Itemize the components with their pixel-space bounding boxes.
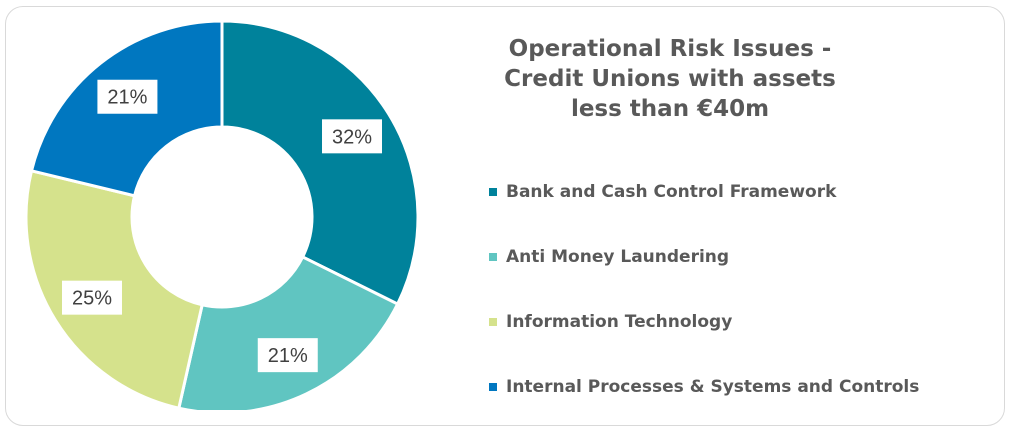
chart-title-line-1: Operational Risk Issues -: [508, 36, 832, 62]
chart-legend: Bank and Cash Control Framework Anti Mon…: [489, 176, 919, 403]
data-label-internal-processes: 21%: [97, 79, 158, 114]
legend-label: Bank and Cash Control Framework: [506, 182, 837, 202]
donut-chart: 32% 21% 25% 21%: [24, 19, 420, 410]
data-label-it: 25%: [61, 280, 122, 315]
legend-swatch: [489, 383, 497, 391]
data-label-box: [97, 79, 158, 114]
donut-slice-aml: [177, 254, 400, 410]
data-label-box: [322, 119, 383, 154]
legend-item-it: Information Technology: [489, 306, 919, 338]
data-label-aml: 21%: [257, 338, 318, 373]
legend-label: Information Technology: [506, 312, 733, 332]
chart-title-line-2: Credit Unions with assets: [504, 66, 836, 92]
data-label-text: 32%: [332, 126, 372, 148]
legend-swatch: [489, 188, 497, 196]
legend-swatch: [489, 318, 497, 326]
data-label-box: [257, 338, 318, 373]
chart-title-line-3: less than €40m: [570, 96, 770, 122]
legend-item-internal-processes: Internal Processes & Systems and Control…: [489, 371, 919, 403]
donut-slice-bank-cash: [220, 19, 420, 307]
chart-title: Operational Risk Issues - Credit Unions …: [470, 34, 870, 124]
data-label-bank-cash: 32%: [322, 119, 383, 154]
legend-item-aml: Anti Money Laundering: [489, 241, 919, 273]
legend-label: Internal Processes & Systems and Control…: [506, 377, 920, 397]
data-label-text: 21%: [107, 87, 147, 109]
legend-label: Anti Money Laundering: [506, 247, 730, 267]
data-label-box: [61, 280, 122, 315]
legend-swatch: [489, 253, 497, 261]
legend-item-bank-cash: Bank and Cash Control Framework: [489, 176, 919, 208]
data-label-text: 25%: [72, 288, 112, 310]
data-label-text: 21%: [268, 345, 308, 367]
